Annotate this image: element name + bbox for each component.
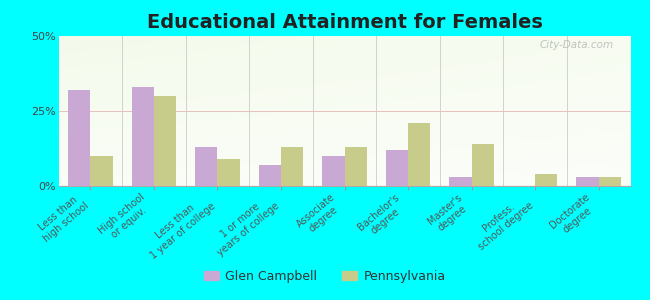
- Bar: [472, 144, 494, 186]
- Bar: [217, 159, 240, 186]
- Bar: [68, 90, 90, 186]
- Text: High school
or equiv.: High school or equiv.: [96, 192, 154, 245]
- Text: Associate
degree: Associate degree: [295, 192, 344, 238]
- Text: Profess.
school degree: Profess. school degree: [469, 192, 535, 253]
- Bar: [408, 123, 430, 186]
- Bar: [599, 177, 621, 186]
- Text: Master's
degree: Master's degree: [426, 192, 472, 235]
- Bar: [90, 156, 112, 186]
- Text: Bachelor's
degree: Bachelor's degree: [356, 192, 408, 241]
- Bar: [259, 165, 281, 186]
- Title: Educational Attainment for Females: Educational Attainment for Females: [146, 13, 543, 32]
- Text: Less than
1 year of college: Less than 1 year of college: [141, 192, 217, 261]
- Legend: Glen Campbell, Pennsylvania: Glen Campbell, Pennsylvania: [199, 265, 451, 288]
- Text: City-Data.com: City-Data.com: [540, 40, 614, 50]
- Bar: [449, 177, 472, 186]
- Text: Less than
high school: Less than high school: [34, 192, 90, 244]
- Text: 1 or more
years of college: 1 or more years of college: [208, 192, 281, 258]
- Bar: [195, 147, 217, 186]
- Bar: [322, 156, 344, 186]
- Bar: [344, 147, 367, 186]
- Bar: [577, 177, 599, 186]
- Bar: [131, 87, 154, 186]
- Bar: [535, 174, 558, 186]
- Bar: [281, 147, 303, 186]
- Bar: [386, 150, 408, 186]
- Bar: [154, 96, 176, 186]
- Text: Doctorate
degree: Doctorate degree: [548, 192, 599, 240]
